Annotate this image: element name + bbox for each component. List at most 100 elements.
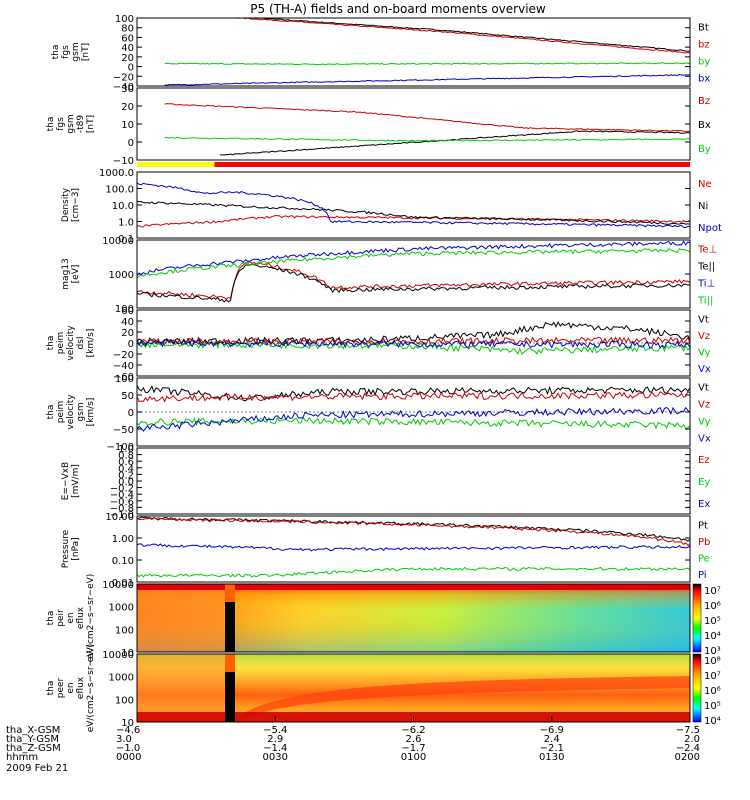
- heatmap: [137, 654, 690, 722]
- y-tick-label: 50: [121, 391, 134, 402]
- y-tick-label: −60: [113, 372, 134, 383]
- data-gap-top: [225, 584, 235, 602]
- y-tick-label: 0: [128, 339, 134, 350]
- x-axis-row-label: tha_Y-GSM: [6, 734, 59, 745]
- x-axis-row-label: tha_X-GSM: [6, 725, 60, 736]
- series-Pe: [136, 566, 691, 578]
- panel-3: Density [cm−3] 1000.0 100.0 10.0 1.0 0.1 Ne Ni Np…: [61, 168, 722, 245]
- heatmap-early: [137, 584, 227, 652]
- panel-8: Pressure [nPa] 10.00 1.00 0.10 0.01 Pt Pb Pe Pi: [61, 512, 710, 589]
- x-axis-row-label: tha_Z-GSM: [6, 743, 61, 754]
- colorbar-tick-label: 10⁶: [704, 601, 721, 612]
- legend-Ni: Ni: [698, 201, 708, 212]
- y-tick-label: 60: [121, 306, 134, 317]
- colorbar-tick-label: 10⁴: [704, 716, 721, 727]
- y-tick-label: 20: [121, 328, 134, 339]
- panel-frame: [136, 171, 691, 239]
- colorbar-tick-label: 10⁵: [704, 616, 721, 627]
- y-axis-label-line: fgs: [61, 45, 71, 59]
- status-segment: [214, 162, 691, 167]
- y-tick-label: 100: [115, 374, 134, 385]
- y-axis-label: tha fgs gsm [nT]: [51, 42, 91, 61]
- y-tick-label: 10: [121, 120, 134, 131]
- legend-Vz: Vz: [698, 331, 710, 342]
- series-line: [219, 17, 691, 54]
- series-bz: [219, 17, 691, 54]
- panel-frame: [136, 377, 691, 447]
- data-gap: [225, 602, 235, 652]
- legend-Vy: Vy: [698, 347, 711, 358]
- data-gap-top: [225, 654, 235, 672]
- series-line: [136, 263, 691, 303]
- y-tick-label: 60: [121, 33, 134, 44]
- y-axis-label: tha peer en eflux eV/(cm2−s−sr−eV): [46, 644, 96, 733]
- legend-bz: bz: [698, 40, 710, 51]
- series-Vx: [136, 406, 691, 432]
- panel-frame: [136, 239, 691, 309]
- heatmap: [137, 584, 690, 652]
- y-axis-label-line: eflux: [76, 676, 86, 699]
- series-Ti⊥: [136, 240, 691, 277]
- series-Bz: [164, 103, 691, 132]
- y-tick-label: 10: [121, 718, 134, 729]
- y-tick-label: 100: [115, 14, 134, 25]
- series-line: [136, 340, 691, 355]
- colorbar-tick-label: 10⁸: [704, 656, 721, 667]
- legend-Pi: Pi: [698, 570, 707, 581]
- y-tick-label: 20: [121, 53, 134, 64]
- y-axis-label-line: peer: [56, 677, 66, 698]
- series-Ti||: [136, 248, 691, 279]
- x-tick-label: −1.4: [263, 743, 287, 754]
- y-axis-label-line: peim: [56, 401, 66, 424]
- y-tick-label: 0.10: [112, 556, 134, 567]
- y-tick-label: 30: [121, 84, 134, 95]
- legend-Pe: Pe: [698, 553, 710, 564]
- panel-6: tha peim velocity gsm [km/s] 100 50 0 −50 −100 Vt V…: [46, 374, 711, 453]
- legend-Ey: Ey: [698, 477, 710, 488]
- series-line: [136, 543, 691, 552]
- series-Pi: [136, 543, 691, 552]
- y-tick-label: 0.2: [118, 470, 134, 481]
- y-tick-label: −20: [113, 72, 134, 83]
- y-tick-label: 40: [121, 43, 134, 54]
- series-By: [164, 136, 690, 142]
- y-tick-label: 1.0: [118, 444, 134, 455]
- y-axis-label-line: [nPa]: [71, 537, 81, 560]
- legend-Vz: Vz: [698, 400, 710, 411]
- y-tick-label: 100: [115, 695, 134, 706]
- page-title: P5 (TH-A) fields and on-board moments ov…: [250, 2, 546, 16]
- y-axis-label-line: tha: [46, 681, 56, 696]
- y-axis-label-line: tha: [46, 405, 56, 420]
- y-tick-label: 100: [115, 625, 134, 636]
- y-tick-label: 1.00: [112, 534, 134, 545]
- x-tick-label: −1.7: [401, 743, 425, 754]
- colorbar-tick-label: 10⁶: [704, 686, 721, 697]
- series-Vt: [136, 385, 691, 402]
- y-axis-label: Pressure [nPa]: [61, 529, 81, 568]
- y-axis-label-line: gsm: [76, 402, 86, 421]
- series-line: [136, 240, 691, 277]
- y-axis-label-line: Pressure: [61, 529, 71, 568]
- status-segment: [137, 162, 215, 167]
- series-line: [164, 62, 691, 66]
- series-line: [164, 103, 691, 132]
- legend-Npot: Npot: [698, 223, 722, 234]
- y-axis-label: Density [cm−3]: [61, 187, 81, 222]
- legend-Bt: Bt: [698, 23, 709, 34]
- legend-Vx: Vx: [698, 434, 711, 445]
- y-tick-label: 0: [128, 138, 134, 149]
- series-Npot: [136, 182, 691, 228]
- legend-Vt: Vt: [698, 314, 709, 325]
- y-tick-label: 0.0: [118, 477, 134, 488]
- series-Vy: [136, 340, 691, 355]
- series-line: [136, 385, 691, 402]
- y-tick-label: 1.0: [118, 218, 134, 229]
- y-axis-label-line: tha: [46, 611, 56, 626]
- panel-frame: [136, 309, 691, 377]
- panel-4: mag13 [eV] 10000 1000 100 Te⊥ Te|| Ti⊥ Ti||: [61, 236, 717, 315]
- y-tick-label: 10.00: [105, 512, 134, 523]
- legend-bx: bx: [698, 74, 710, 85]
- series-Bt: [219, 17, 691, 52]
- y-axis-label-line: eflux: [76, 606, 86, 629]
- x-tick-label: 0200: [675, 752, 700, 763]
